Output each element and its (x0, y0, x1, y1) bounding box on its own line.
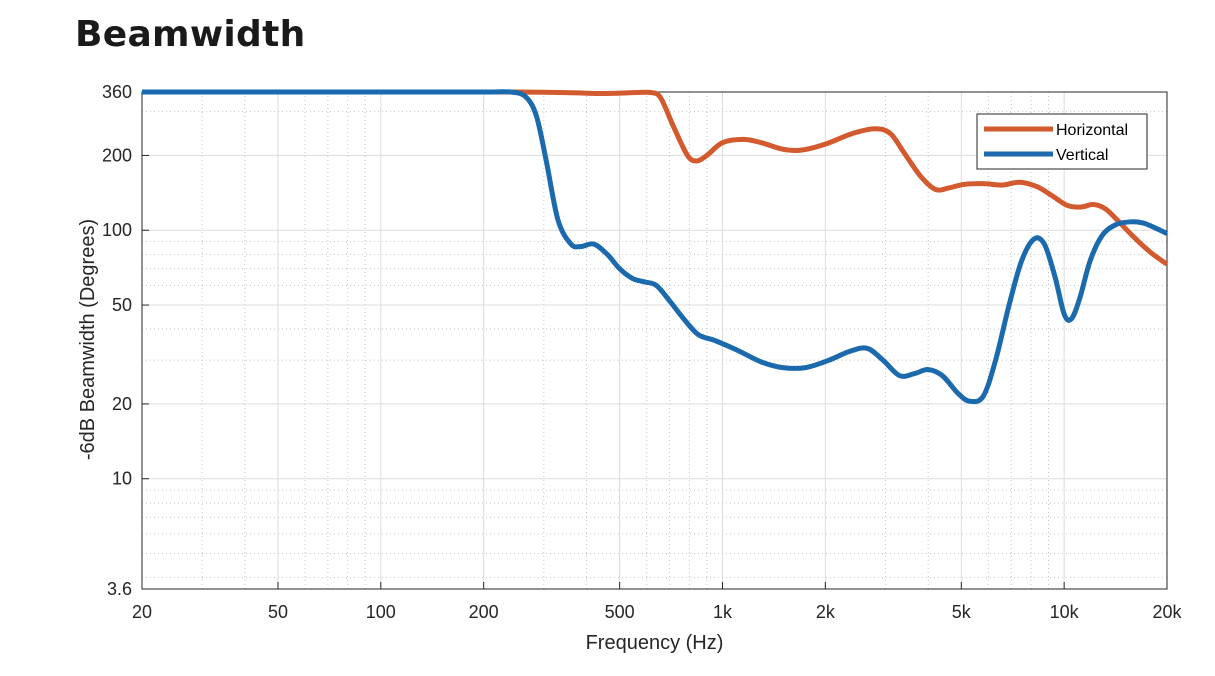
y-tick-label: 10 (112, 469, 132, 489)
x-tick-label: 20k (1152, 602, 1182, 622)
y-tick-label: 3.6 (107, 579, 132, 599)
x-axis-label: Frequency (Hz) (586, 632, 724, 654)
x-tick-label: 500 (605, 602, 635, 622)
series-line-vertical (142, 89, 1169, 405)
legend: Horizontal Vertical (976, 113, 1148, 170)
x-tick-label: 100 (366, 602, 396, 622)
legend-label-vertical: Vertical (1056, 147, 1108, 164)
x-tick-label: 5k (952, 602, 972, 622)
x-tick-label: 20 (132, 602, 152, 622)
y-axis-ticks: 3.6 10 20 50 100 200 360 (102, 82, 149, 599)
page-title: Beamwidth (75, 14, 306, 55)
legend-label-horizontal: Horizontal (1056, 122, 1128, 139)
legend-box (976, 113, 1148, 170)
y-tick-label: 360 (102, 82, 132, 102)
x-tick-label: 2k (816, 602, 836, 622)
x-tick-label: 10k (1050, 602, 1080, 622)
y-tick-label: 50 (112, 295, 132, 315)
x-tick-label: 200 (469, 602, 499, 622)
y-tick-label: 200 (102, 145, 132, 165)
x-axis-ticks: 20 50 100 200 500 1k 2k 5k 10k 20k (132, 582, 1183, 622)
series-lines (142, 89, 1169, 405)
x-tick-label: 1k (713, 602, 733, 622)
y-axis-label: -6dB Beamwidth (Degrees) (77, 219, 99, 460)
series-line-horizontal (142, 89, 1169, 267)
y-tick-label: 100 (102, 220, 132, 240)
y-tick-label: 20 (112, 394, 132, 414)
x-tick-label: 50 (268, 602, 288, 622)
